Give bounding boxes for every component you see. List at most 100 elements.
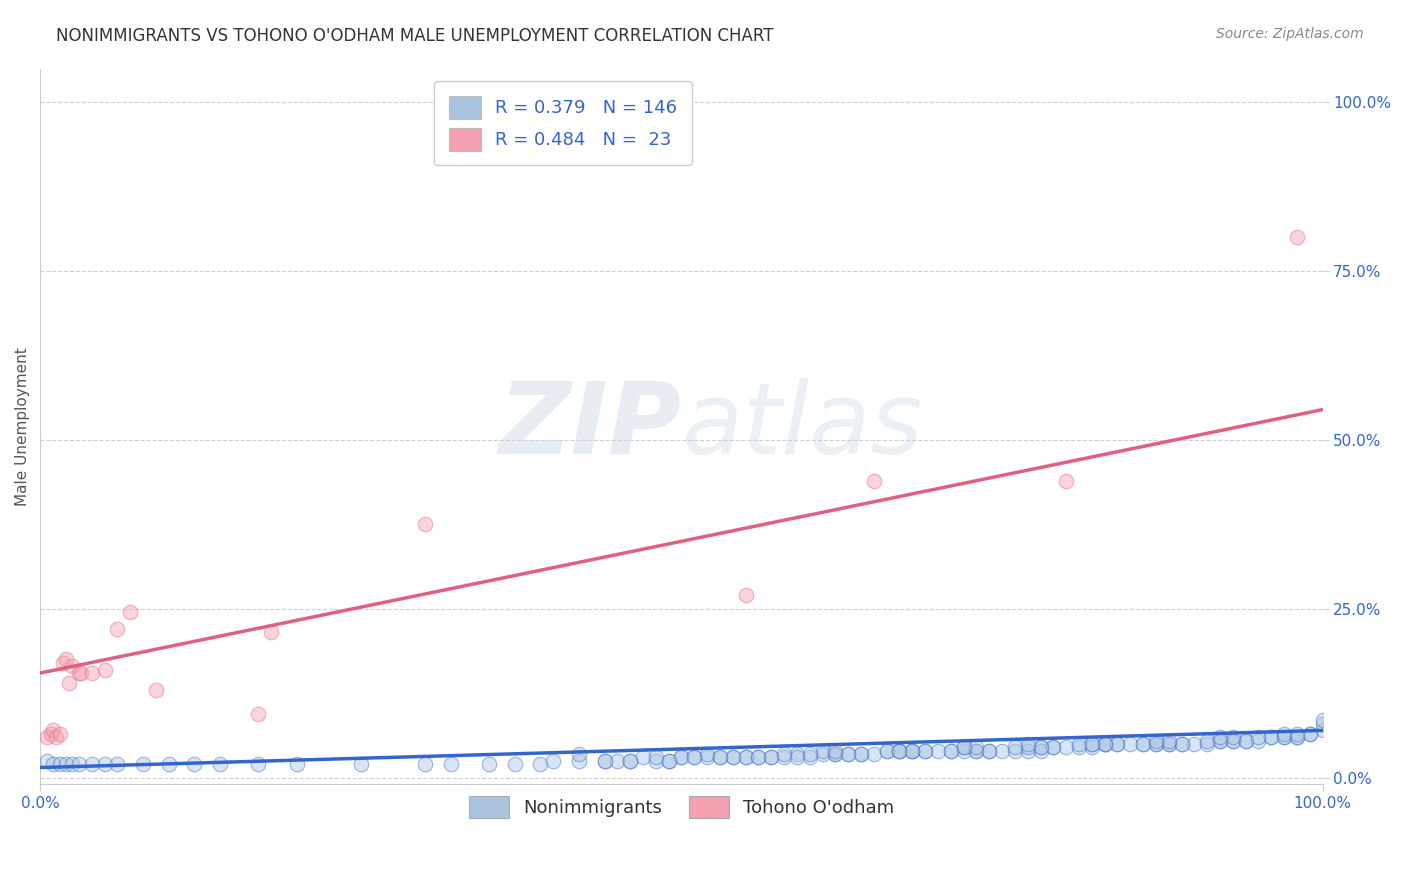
Point: [48, 757, 70, 772]
Point: [696, 747, 718, 761]
Point: [1094, 737, 1116, 751]
Point: [55, 757, 77, 772]
Point: [42, 757, 65, 772]
Point: [619, 754, 641, 768]
Point: [1081, 737, 1104, 751]
Point: [1017, 737, 1039, 751]
Point: [503, 757, 526, 772]
Point: [478, 757, 501, 772]
Point: [1234, 733, 1257, 747]
Point: [965, 744, 987, 758]
Point: [1067, 740, 1090, 755]
Point: [979, 744, 1001, 758]
Point: [1272, 730, 1295, 744]
Point: [145, 682, 167, 697]
Point: [1285, 730, 1308, 744]
Point: [721, 750, 744, 764]
Point: [889, 744, 911, 758]
Point: [1299, 727, 1322, 741]
Point: [952, 740, 974, 755]
Point: [1312, 713, 1334, 727]
Point: [1094, 737, 1116, 751]
Legend: Nonimmigrants, Tohono O'odham: Nonimmigrants, Tohono O'odham: [461, 789, 901, 825]
Point: [1197, 733, 1219, 747]
Point: [761, 750, 783, 764]
Point: [1234, 733, 1257, 747]
Point: [1209, 733, 1232, 747]
Point: [1119, 737, 1142, 751]
Point: [876, 744, 898, 758]
Point: [52, 656, 75, 670]
Point: [48, 727, 70, 741]
Point: [734, 750, 756, 764]
Point: [734, 750, 756, 764]
Point: [1144, 737, 1167, 751]
Point: [773, 750, 796, 764]
Point: [927, 744, 949, 758]
Text: NONIMMIGRANTS VS TOHONO O'ODHAM MALE UNEMPLOYMENT CORRELATION CHART: NONIMMIGRANTS VS TOHONO O'ODHAM MALE UNE…: [56, 27, 773, 45]
Point: [952, 740, 974, 755]
Point: [658, 754, 681, 768]
Point: [658, 754, 681, 768]
Point: [1299, 727, 1322, 741]
Point: [568, 747, 591, 761]
Point: [1029, 744, 1052, 758]
Point: [260, 625, 283, 640]
Point: [644, 754, 666, 768]
Point: [747, 750, 769, 764]
Point: [67, 665, 90, 680]
Text: ZIP: ZIP: [499, 378, 682, 475]
Point: [1222, 730, 1244, 744]
Point: [1170, 737, 1192, 751]
Point: [849, 747, 872, 761]
Point: [80, 757, 103, 772]
Point: [80, 665, 103, 680]
Point: [1042, 740, 1064, 755]
Point: [965, 740, 987, 755]
Point: [1054, 474, 1077, 488]
Point: [105, 622, 128, 636]
Point: [208, 757, 231, 772]
Point: [1132, 737, 1154, 751]
Point: [1222, 733, 1244, 747]
Point: [1157, 737, 1180, 751]
Point: [62, 659, 84, 673]
Point: [991, 744, 1014, 758]
Point: [120, 605, 142, 619]
Point: [285, 757, 308, 772]
Point: [157, 757, 180, 772]
Point: [901, 744, 924, 758]
Point: [824, 747, 846, 761]
Point: [1157, 733, 1180, 747]
Point: [619, 754, 641, 768]
Point: [799, 750, 821, 764]
Point: [761, 750, 783, 764]
Point: [1054, 740, 1077, 755]
Point: [1107, 737, 1129, 751]
Point: [683, 750, 706, 764]
Point: [1247, 733, 1270, 747]
Point: [1081, 737, 1104, 751]
Point: [824, 744, 846, 758]
Point: [786, 747, 808, 761]
Point: [1094, 737, 1116, 751]
Point: [837, 747, 859, 761]
Point: [1081, 740, 1104, 755]
Point: [889, 744, 911, 758]
Point: [247, 757, 270, 772]
Point: [734, 588, 756, 602]
Point: [183, 757, 205, 772]
Point: [1017, 744, 1039, 758]
Point: [55, 652, 77, 666]
Point: [93, 663, 115, 677]
Point: [1170, 737, 1192, 751]
Point: [901, 744, 924, 758]
Point: [709, 750, 731, 764]
Point: [965, 744, 987, 758]
Point: [350, 757, 373, 772]
Point: [889, 744, 911, 758]
Point: [811, 744, 834, 758]
Point: [1272, 730, 1295, 744]
Point: [568, 754, 591, 768]
Point: [773, 747, 796, 761]
